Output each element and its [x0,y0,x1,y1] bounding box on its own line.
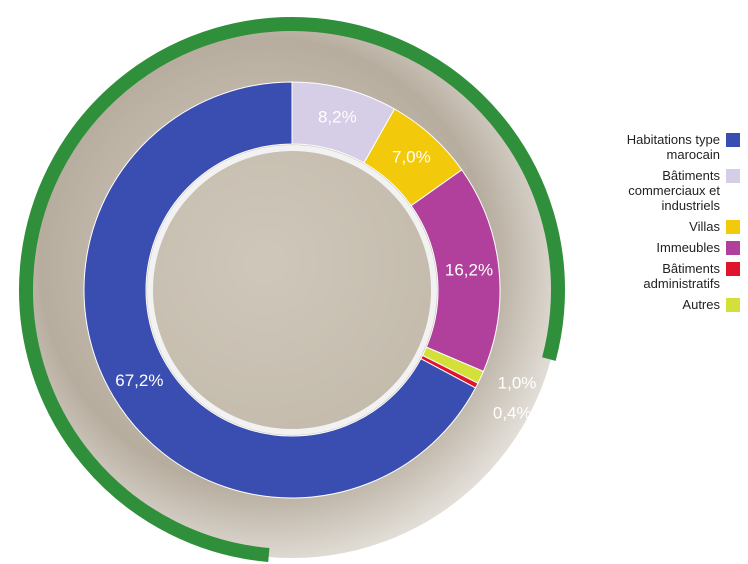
legend-swatch [726,262,740,276]
legend-swatch [726,133,740,147]
legend-swatch [726,298,740,312]
legend-label: Villas [689,219,720,234]
value-label: 0,4% [493,403,532,422]
value-label: 1,0% [498,374,537,393]
legend-swatch [726,220,740,234]
legend-item: Habitations type marocain [590,132,740,162]
value-label: 16,2% [445,261,493,280]
legend-label: Habitations type marocain [626,132,720,162]
inner-ring [147,145,437,435]
legend-label: Bâtiments administratifs [643,261,720,291]
slice [83,81,477,499]
hole [142,140,442,440]
legend-label: Autres [682,297,720,312]
value-label: 67,2% [115,371,163,390]
legend-label: Bâtiments commerciaux et industriels [628,168,720,213]
legend-item: Villas [590,219,740,234]
legend-swatch [726,241,740,255]
legend-item: Bâtiments commerciaux et industriels [590,168,740,213]
legend-item: Immeubles [590,240,740,255]
value-label: 7,0% [392,147,431,166]
legend-swatch [726,169,740,183]
legend: Habitations type marocain Bâtiments comme… [590,132,740,318]
legend-label: Immeubles [656,240,720,255]
value-label: 8,2% [318,107,357,126]
legend-item: Autres [590,297,740,312]
outer-ring [19,17,565,563]
legend-item: Bâtiments administratifs [590,261,740,291]
